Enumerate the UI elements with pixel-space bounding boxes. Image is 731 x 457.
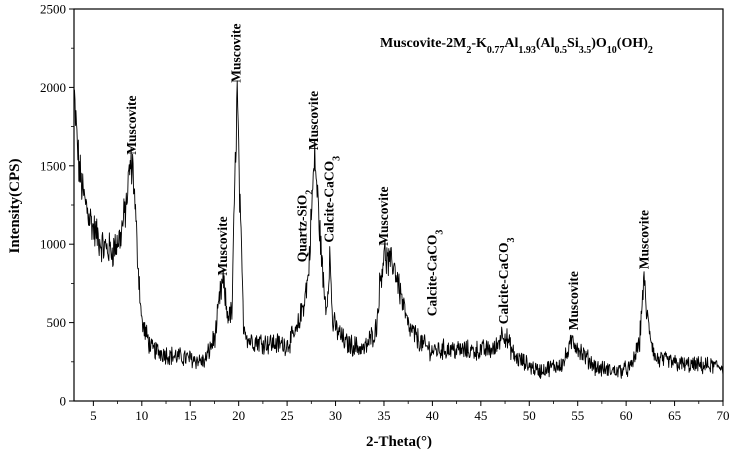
- peak-label: Calcite-CaCO3: [496, 237, 516, 324]
- x-tick-label: 60: [620, 408, 633, 423]
- peak-label: Muscovite: [124, 96, 139, 155]
- x-tick-label: 65: [668, 408, 681, 423]
- y-tick-label: 2000: [40, 80, 66, 95]
- x-tick-label: 10: [135, 408, 148, 423]
- peak-label: Muscovite: [306, 91, 321, 150]
- y-axis-title: Intensity(CPS): [7, 158, 23, 253]
- x-tick-label: 5: [90, 408, 97, 423]
- peak-label: Muscovite: [215, 216, 230, 275]
- y-tick-label: 2500: [40, 2, 66, 17]
- x-axis-title: 2-Theta(°): [366, 434, 432, 450]
- x-tick-label: 20: [232, 408, 245, 423]
- x-tick-label: 40: [426, 408, 439, 423]
- peak-label: Muscovite: [637, 210, 652, 269]
- x-axis: 5 10 15 20 25 30 35 40 45 50 55 60 65 70: [90, 401, 730, 423]
- x-tick-label: 30: [329, 408, 342, 423]
- x-tick-label: 15: [184, 408, 197, 423]
- peak-label: Calcite-CaCO3: [424, 230, 445, 317]
- peak-label: Calcite-CaCO3: [322, 156, 343, 243]
- peak-label: Quartz-SiO2: [295, 190, 316, 263]
- x-tick-label: 55: [571, 408, 584, 423]
- y-axis: 0 500 1000 1500 2000 2500: [40, 2, 74, 409]
- y-tick-label: 500: [47, 315, 67, 330]
- x-tick-label: 25: [281, 408, 294, 423]
- x-tick-label: 45: [474, 408, 487, 423]
- x-tick-label: 70: [717, 408, 730, 423]
- peak-label: Muscovite: [566, 271, 581, 330]
- x-tick-label: 50: [523, 408, 536, 423]
- y-tick-label: 1500: [40, 158, 66, 173]
- phase-formula: Muscovite-2M2-K0.77Al1.93(Al0.5Si3.5)O10…: [380, 36, 653, 56]
- xrd-pattern-line: [73, 80, 724, 379]
- peak-labels: Muscovite Muscovite Muscovite Quartz-SiO2 Mu…: [124, 23, 651, 330]
- peak-label: Muscovite: [376, 187, 391, 246]
- y-tick-label: 1000: [40, 237, 66, 252]
- plot-area: [73, 80, 724, 379]
- y-tick-label: 0: [60, 394, 67, 409]
- peak-label: Muscovite: [229, 23, 244, 82]
- x-tick-label: 35: [377, 408, 390, 423]
